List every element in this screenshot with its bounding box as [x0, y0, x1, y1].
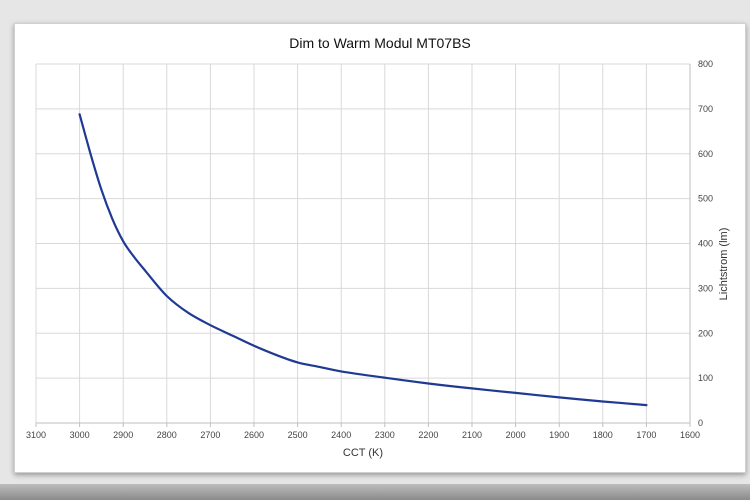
x-axis-label: CCT (K)	[343, 447, 383, 459]
y-tick-label: 0	[698, 418, 703, 428]
y-tick-label: 500	[698, 194, 713, 204]
x-tick-label: 2100	[462, 430, 482, 440]
x-tick-label: 1800	[593, 430, 613, 440]
x-tick-label: 2800	[157, 430, 177, 440]
x-tick-label: 3100	[26, 430, 46, 440]
y-tick-label: 100	[698, 373, 713, 383]
x-tick-label: 1700	[636, 430, 656, 440]
grid-lines	[35, 63, 691, 427]
y-tick-label: 600	[698, 149, 713, 159]
x-tick-label: 2900	[113, 430, 133, 440]
x-tick-label: 2000	[506, 430, 526, 440]
x-tick-label: 2400	[331, 430, 351, 440]
y-axis-label: Lichtstrom (lm)	[718, 228, 730, 301]
y-tick-label: 800	[698, 59, 713, 69]
x-tick-label: 1600	[680, 430, 700, 440]
y-tick-label: 200	[698, 328, 713, 338]
y-tick-labels: 0 100 200 300 400 500 600 700 800	[698, 59, 713, 428]
x-tick-label: 2600	[244, 430, 264, 440]
series-line	[78, 113, 648, 407]
x-tick-labels: 3100 3000 2900 2800 2700 2600 2500 2400 2300 2200…	[26, 430, 700, 440]
chart-title: Dim to Warm Modul MT07BS	[289, 35, 471, 51]
chart-card: Dim to Warm Modul MT07BS 3100 3000 2900 280…	[14, 23, 746, 473]
line-chart: Dim to Warm Modul MT07BS 3100 3000 2900 280…	[26, 35, 730, 459]
x-tick-label: 2300	[375, 430, 395, 440]
x-tick-label: 3000	[70, 430, 90, 440]
y-tick-label: 400	[698, 239, 713, 249]
series-layer	[78, 113, 648, 407]
x-tick-label: 1900	[549, 430, 569, 440]
x-tick-label: 2500	[288, 430, 308, 440]
y-tick-label: 700	[698, 104, 713, 114]
bottom-shadow-strip	[0, 484, 750, 500]
y-tick-label: 300	[698, 283, 713, 293]
x-tick-label: 2200	[418, 430, 438, 440]
x-tick-label: 2700	[200, 430, 220, 440]
